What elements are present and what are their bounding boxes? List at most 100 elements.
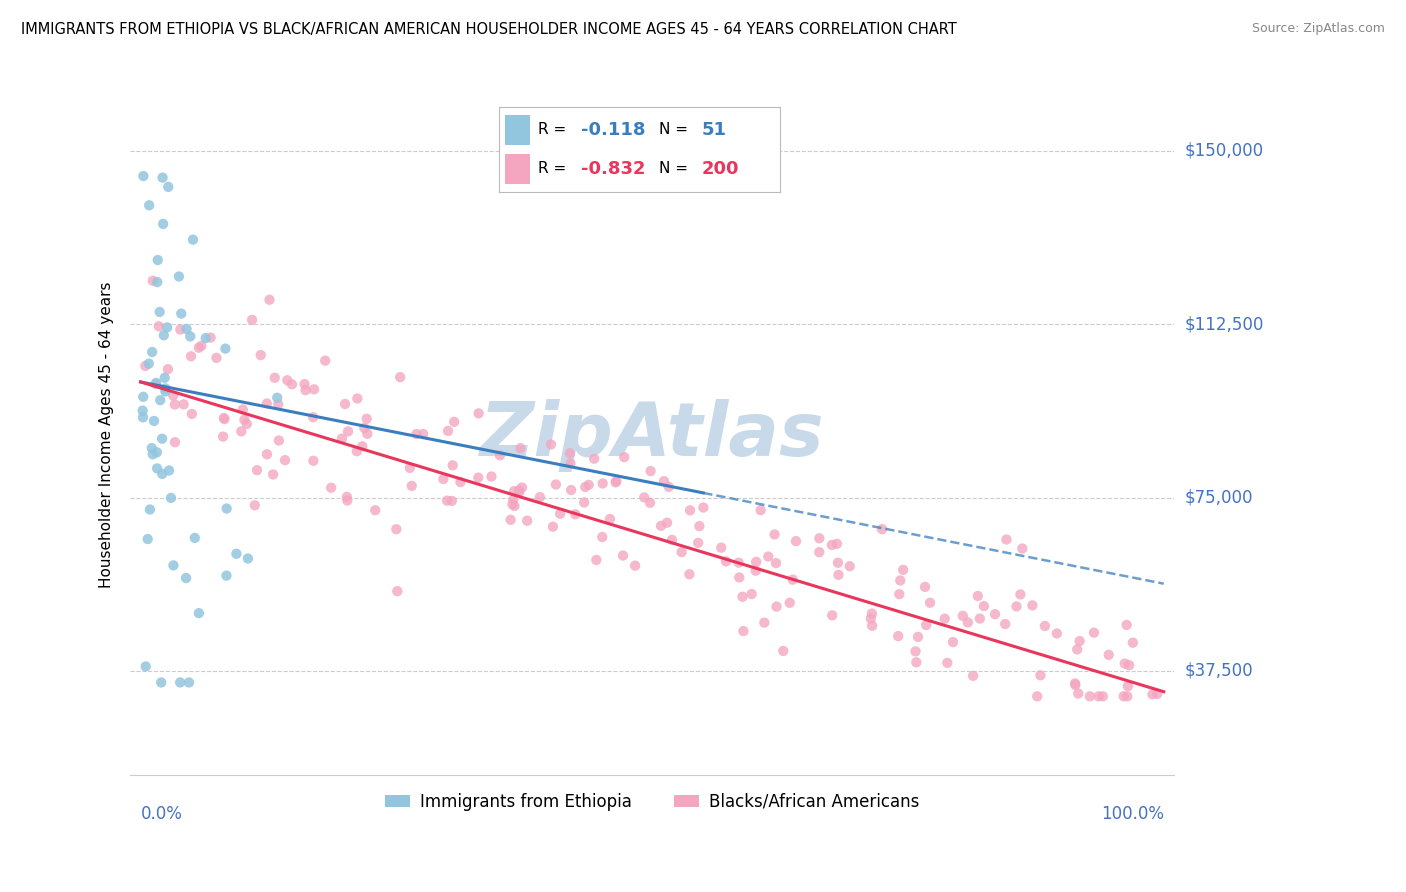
Point	[779, 596, 801, 610]
Point	[160, 491, 183, 505]
Point	[467, 406, 489, 420]
Point	[240, 313, 263, 327]
Point	[336, 493, 359, 508]
Point	[177, 675, 200, 690]
Point	[174, 571, 197, 585]
Point	[508, 485, 530, 500]
Point	[162, 558, 184, 573]
Point	[136, 532, 159, 546]
Point	[887, 629, 910, 643]
Point	[860, 607, 883, 621]
Point	[233, 413, 256, 427]
Point	[153, 328, 176, 343]
Point	[141, 441, 163, 455]
Point	[612, 549, 634, 563]
Point	[187, 341, 209, 355]
Point	[142, 447, 165, 461]
Point	[155, 384, 177, 399]
Point	[934, 612, 956, 626]
Point	[212, 429, 235, 443]
Point	[544, 477, 567, 491]
Point	[889, 587, 911, 601]
Point	[432, 472, 454, 486]
Point	[889, 574, 911, 588]
Point	[190, 339, 212, 353]
Point	[346, 444, 368, 458]
Point	[132, 390, 155, 404]
Point	[163, 435, 186, 450]
Point	[772, 644, 794, 658]
Text: N =: N =	[659, 161, 693, 177]
Point	[170, 307, 193, 321]
Point	[652, 474, 675, 488]
Point	[149, 393, 172, 408]
Text: 51: 51	[702, 121, 727, 139]
Point	[1115, 618, 1137, 632]
Text: R =: R =	[538, 161, 572, 177]
Text: N =: N =	[659, 122, 693, 137]
Point	[1146, 687, 1168, 701]
Point	[560, 483, 582, 497]
Point	[437, 424, 460, 438]
Point	[267, 434, 290, 448]
Point	[529, 490, 551, 504]
Point	[658, 480, 681, 494]
Point	[661, 533, 683, 547]
Point	[256, 396, 278, 410]
Point	[731, 590, 754, 604]
Point	[321, 481, 343, 495]
Point	[143, 414, 166, 428]
Point	[194, 331, 217, 345]
Point	[592, 476, 614, 491]
Point	[398, 461, 420, 475]
Point	[859, 611, 882, 625]
Point	[574, 480, 596, 494]
Point	[215, 568, 238, 582]
Point	[1005, 599, 1028, 614]
Point	[337, 425, 360, 439]
Point	[605, 475, 627, 490]
Point	[756, 549, 779, 564]
Point	[1142, 687, 1164, 701]
Point	[541, 519, 564, 533]
Point	[633, 491, 655, 505]
Point	[583, 451, 606, 466]
Text: 0.0%: 0.0%	[141, 805, 183, 823]
Point	[1029, 668, 1052, 682]
Point	[727, 556, 749, 570]
Point	[1116, 679, 1139, 693]
Point	[679, 503, 702, 517]
Point	[678, 567, 700, 582]
Point	[984, 607, 1007, 622]
Point	[821, 608, 844, 623]
Point	[969, 611, 991, 625]
Point	[135, 659, 157, 673]
Point	[808, 531, 831, 545]
Point	[936, 656, 959, 670]
Point	[281, 377, 304, 392]
Point	[1078, 690, 1101, 704]
Point	[994, 617, 1017, 632]
Point	[150, 467, 173, 481]
Point	[232, 402, 254, 417]
Point	[167, 269, 190, 284]
Point	[914, 580, 936, 594]
Point	[1098, 648, 1121, 662]
Point	[157, 463, 180, 477]
Point	[624, 558, 647, 573]
Point	[179, 329, 201, 343]
Point	[605, 474, 627, 488]
Point	[138, 357, 160, 371]
Point	[1069, 634, 1091, 648]
Point	[449, 475, 471, 490]
Point	[509, 441, 531, 455]
Point	[904, 644, 927, 658]
Point	[1112, 690, 1135, 704]
Point	[1118, 658, 1140, 673]
Point	[249, 348, 271, 362]
Point	[942, 635, 965, 649]
Point	[765, 556, 787, 570]
Point	[436, 493, 458, 508]
Point	[139, 502, 162, 516]
Bar	[505, 115, 530, 145]
